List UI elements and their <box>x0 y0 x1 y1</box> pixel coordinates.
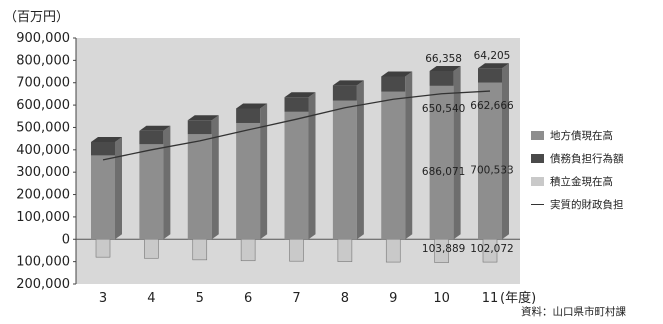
y-tick-label: 100,000 <box>16 210 70 225</box>
data-label: 650,540 <box>422 103 465 115</box>
bar-obligation <box>187 120 212 135</box>
bar-top <box>332 80 364 86</box>
x-tick-label: 5 <box>196 291 204 306</box>
data-label: 102,072 <box>470 243 513 255</box>
bar-reserve <box>144 238 159 259</box>
legend-swatch-obligation <box>531 154 544 163</box>
bar-obligation <box>381 76 406 92</box>
source-note: 資料：山口県市町村課 <box>521 306 626 318</box>
bar-obligation <box>332 85 357 101</box>
legend-item-debt: 地方債現在高 <box>531 124 624 147</box>
bar-obligation <box>478 68 502 83</box>
bar-debt <box>236 122 261 240</box>
x-tick-label: 7 <box>292 291 300 306</box>
y-tick-label: 800,000 <box>16 53 70 68</box>
bar-debt <box>187 134 212 240</box>
bar-top <box>187 115 219 121</box>
bar-reserve <box>337 238 353 262</box>
bar-obligation <box>284 97 309 112</box>
bar-obligation <box>429 71 454 86</box>
legend-label-burden: 実質的財政負担 <box>550 199 624 211</box>
legend-line-burden <box>531 204 544 205</box>
x-tick-label: 8 <box>341 291 349 306</box>
x-tick-label: 4 <box>147 291 155 306</box>
legend-label-reserve: 積立金現在高 <box>550 176 613 188</box>
legend-label-debt: 地方債現在高 <box>550 130 613 142</box>
bar-side <box>260 103 268 240</box>
y-tick-label: 200,000 <box>16 188 70 203</box>
bar-side <box>356 80 364 240</box>
bar-debt <box>429 85 454 240</box>
bar-side <box>163 125 171 240</box>
bar-top <box>478 63 509 69</box>
x-tick-label: 6 <box>244 291 252 306</box>
bar-reserve <box>240 238 256 262</box>
bar-side <box>211 115 219 240</box>
bar-top <box>91 136 122 142</box>
legend-item-obligation: 債務負担行為額 <box>531 147 624 170</box>
bar-debt <box>284 111 309 240</box>
bar-obligation <box>236 108 261 123</box>
bar-top <box>139 125 171 131</box>
y-tick-label: 200,000 <box>16 277 70 292</box>
bar-debt <box>332 100 357 240</box>
bar-top <box>381 71 413 77</box>
legend-swatch-reserve <box>531 177 544 186</box>
x-tick-label: 11 <box>482 291 499 306</box>
bar-reserve <box>385 238 401 263</box>
y-tick-label: 500,000 <box>16 120 70 135</box>
bar-side <box>115 136 122 240</box>
legend: 地方債現在高 債務負担行為額 積立金現在高 実質的財政負担 <box>531 124 624 216</box>
y-tick-label: 100,000 <box>16 255 70 270</box>
legend-swatch-debt <box>531 131 544 140</box>
x-tick-label: 10 <box>433 291 450 306</box>
bar-top <box>429 66 461 72</box>
bar-debt <box>91 155 115 240</box>
y-tick-label: 0 <box>62 232 70 247</box>
y-tick-label: 900,000 <box>16 31 70 46</box>
bar-obligation <box>139 130 164 145</box>
x-axis-suffix: (年度) <box>500 290 536 306</box>
data-label: 686,071 <box>422 166 465 178</box>
bar-side <box>502 63 509 240</box>
y-tick-label: 700,000 <box>16 76 70 91</box>
bar-side <box>308 92 316 240</box>
bar-debt <box>139 144 164 240</box>
bar-reserve <box>289 238 304 262</box>
bar-reserve <box>95 238 111 258</box>
data-label: 64,205 <box>474 50 511 62</box>
bar-side <box>453 66 461 240</box>
x-tick-label: 9 <box>389 291 397 306</box>
legend-item-reserve: 積立金現在高 <box>531 170 624 193</box>
data-label: 103,889 <box>422 243 465 255</box>
y-tick-label: 600,000 <box>16 98 70 113</box>
y-tick-label: 400,000 <box>16 143 70 158</box>
y-unit-label: （百万円） <box>4 10 70 25</box>
data-label: 700,533 <box>470 164 513 176</box>
x-tick-label: 3 <box>99 291 107 306</box>
bar-reserve <box>192 238 208 261</box>
data-label: 662,666 <box>470 100 514 112</box>
line-burden <box>102 90 491 161</box>
bar-debt <box>478 82 502 240</box>
bar-debt <box>381 91 406 240</box>
bar-top <box>284 92 316 98</box>
legend-item-burden: 実質的財政負担 <box>531 193 624 216</box>
y-tick-label: 300,000 <box>16 165 70 180</box>
data-label: 66,358 <box>425 53 462 65</box>
bar-side <box>405 71 413 240</box>
bar-top <box>236 103 268 109</box>
bar-obligation <box>91 141 115 156</box>
legend-label-obligation: 債務負担行為額 <box>550 153 624 165</box>
